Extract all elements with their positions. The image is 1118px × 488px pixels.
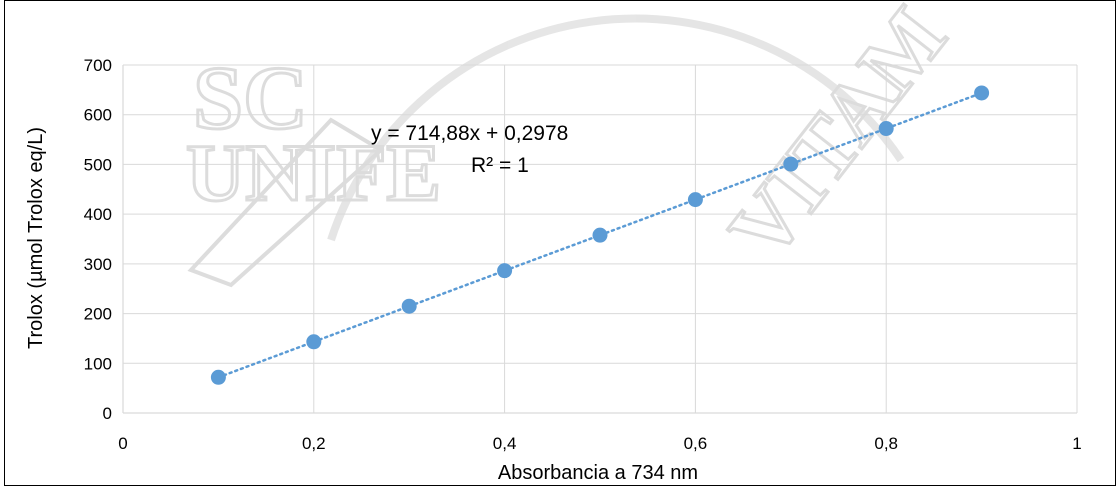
y-tick-label: 500	[84, 155, 112, 174]
trendline-equation: y = 714,88x + 0,2978	[371, 122, 568, 145]
data-point	[592, 227, 608, 243]
y-tick-label: 100	[84, 354, 112, 373]
x-tick-label: 0,4	[493, 434, 517, 453]
x-axis-title: Absorbancia a 734 nm	[498, 462, 698, 484]
trendline-r-squared: R² = 1	[471, 154, 529, 177]
x-tick-label: 0,8	[874, 434, 898, 453]
axes	[122, 65, 1077, 414]
y-tick-label: 700	[84, 56, 112, 75]
x-tick-label: 0,6	[684, 434, 708, 453]
y-tick-label: 0	[103, 404, 112, 423]
watermark-arc	[327, 14, 905, 242]
data-point	[783, 156, 799, 172]
chart-frame: SC UNIFE VITAM 0 100 200 300 400 500 600 700 0 0,…	[4, 0, 1116, 486]
data-point	[878, 121, 894, 137]
data-point	[687, 192, 703, 208]
y-axis-title: Trolox (µmol Trolox eq/L)	[25, 127, 47, 349]
y-tick-label: 300	[84, 255, 112, 274]
data-point	[497, 263, 513, 279]
data-point	[306, 334, 322, 350]
data-point	[974, 85, 990, 101]
x-tick-label: 1	[1072, 434, 1081, 453]
gridlines	[123, 64, 1078, 413]
data-points	[210, 85, 990, 385]
watermark-torch	[187, 117, 385, 288]
x-tick-label: 0	[118, 434, 127, 453]
data-point	[210, 369, 226, 385]
y-tick-label: 600	[84, 106, 112, 125]
y-tick-label: 400	[84, 205, 112, 224]
data-point	[401, 298, 417, 314]
tick-labels: 0 100 200 300 400 500 600 700 0 0,2 0,4 0,6 0,8 1	[84, 56, 1082, 453]
x-tick-label: 0,2	[302, 434, 326, 453]
y-tick-label: 200	[84, 305, 112, 324]
